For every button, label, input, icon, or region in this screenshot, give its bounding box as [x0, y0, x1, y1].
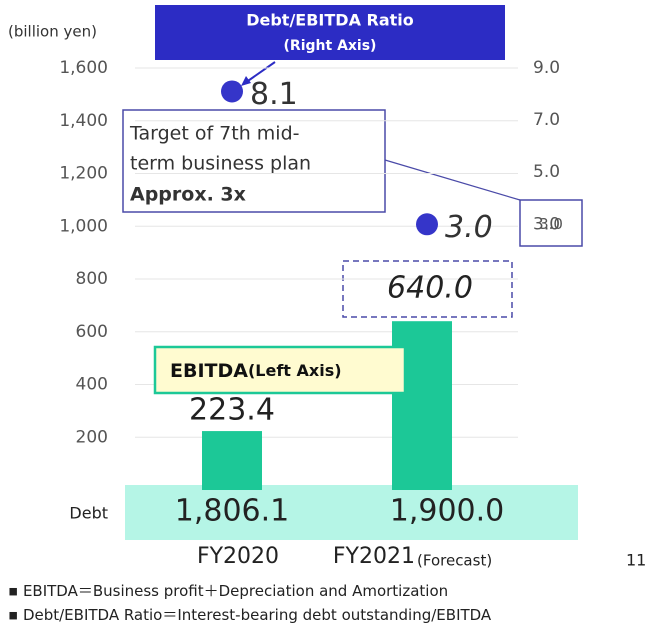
arrow-head	[241, 76, 251, 86]
y-tick-label: 400	[76, 375, 108, 395]
debt-value: 1,806.1	[175, 494, 290, 529]
x-tick-label: FY2021	[333, 544, 415, 569]
y-tick-label: 600	[76, 322, 108, 342]
footnote: ▪ Debt/EBITDA Ratio＝Interest-bearing deb…	[8, 606, 492, 624]
legend-name: EBITDA	[170, 360, 248, 382]
y2-tick-label: 3.0	[533, 214, 560, 234]
unit-label: (billion yen)	[8, 23, 97, 41]
ratio-legend: Debt/EBITDA Ratio	[246, 11, 414, 30]
y-tick-label: 1,600	[59, 58, 108, 78]
ratio-dot	[221, 80, 243, 103]
y-tick-label: 200	[76, 427, 108, 447]
value-label: 640.0	[387, 271, 473, 306]
y-tick-label: 1,400	[59, 111, 108, 131]
debt-label: Debt	[69, 504, 108, 523]
annotation-box	[122, 109, 386, 213]
annotation-line: Target of 7th mid-	[129, 123, 300, 145]
value-label: 223.4	[189, 393, 275, 428]
y2-tick-label: 7.0	[533, 110, 560, 130]
legend-note: (Left Axis)	[248, 361, 342, 380]
y2-tick-label: 9.0	[533, 58, 560, 78]
annotation-line: term business plan	[130, 153, 311, 175]
y2-tick-label: 5.0	[533, 162, 560, 182]
legend-arrow	[244, 61, 276, 84]
debt-value: 1,900.0	[390, 494, 505, 529]
y-tick-label: 1,000	[59, 216, 108, 236]
footnote-text: EBITDA＝Business profit＋Depreciation and …	[23, 582, 448, 600]
annotation-bold: Approx. 3x	[130, 184, 246, 206]
footnote: ▪ EBITDA＝Business profit＋Depreciation an…	[8, 582, 448, 600]
page-number: 11	[626, 551, 646, 570]
footnote-text: Debt/EBITDA Ratio＝Interest-bearing debt …	[23, 606, 492, 624]
target-box	[519, 199, 583, 247]
y-tick-label: 1,200	[59, 164, 108, 184]
target-label: 3.0	[539, 215, 563, 233]
ratio-dot	[416, 213, 438, 236]
value-label: 3.0	[445, 210, 493, 245]
ebitda-legend: EBITDA(Left Axis)	[170, 360, 342, 382]
value-label: 8.1	[250, 77, 298, 112]
bar	[202, 431, 262, 490]
y-tick-label: 800	[76, 269, 108, 289]
category-note: (Forecast)	[417, 552, 492, 570]
ratio-legend-note: (Right Axis)	[284, 38, 377, 54]
ratio-legend-box	[155, 5, 505, 60]
target-connector	[384, 159, 521, 201]
ebitda-legend-box	[153, 345, 407, 395]
debt-band	[125, 485, 578, 540]
x-tick-label: FY2020	[197, 544, 279, 569]
forecast-box	[342, 260, 513, 318]
